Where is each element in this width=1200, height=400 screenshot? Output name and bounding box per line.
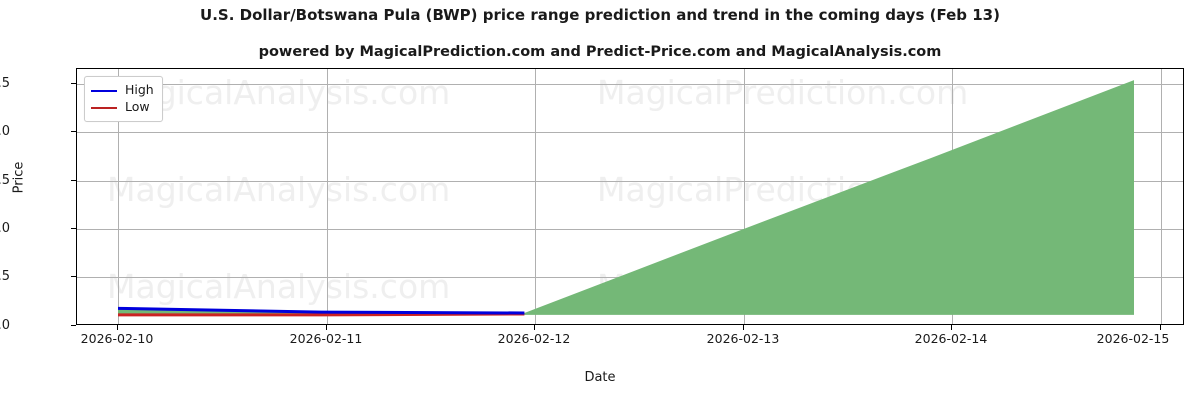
range-band-area bbox=[118, 80, 1134, 315]
low-price-line bbox=[118, 312, 525, 317]
legend-label-high: High bbox=[125, 82, 154, 98]
x-tick-mark bbox=[534, 325, 535, 330]
x-axis-label: Date bbox=[584, 370, 616, 385]
x-tick-mark bbox=[1160, 325, 1161, 330]
chart-title: U.S. Dollar/Botswana Pula (BWP) price ra… bbox=[200, 6, 1000, 24]
x-tick-label: 2026-02-13 bbox=[706, 331, 780, 346]
x-tick-label: 2026-02-15 bbox=[1096, 331, 1170, 346]
y-tick-mark bbox=[71, 228, 76, 229]
legend-label-low: Low bbox=[125, 99, 150, 115]
x-tick-mark bbox=[743, 325, 744, 330]
legend-item-high: High bbox=[91, 82, 154, 99]
y-axis-label: Price bbox=[11, 161, 27, 194]
legend-swatch-high-icon bbox=[91, 89, 117, 92]
y-tick-mark bbox=[71, 325, 76, 326]
x-tick-mark bbox=[117, 325, 118, 330]
y-tick-label: 13.0 bbox=[0, 318, 10, 333]
y-tick-label: 14.5 bbox=[0, 173, 10, 188]
x-tick-label: 2026-02-10 bbox=[80, 331, 154, 346]
x-tick-mark bbox=[951, 325, 952, 330]
x-tick-label: 2026-02-14 bbox=[914, 331, 988, 346]
y-tick-label: 14.0 bbox=[0, 221, 10, 236]
high-price-line bbox=[117, 306, 525, 315]
y-tick-mark bbox=[71, 180, 76, 181]
y-tick-label: 15.5 bbox=[0, 76, 10, 91]
x-tick-label: 2026-02-11 bbox=[289, 331, 363, 346]
y-tick-label: 15.0 bbox=[0, 124, 10, 139]
legend-item-low: Low bbox=[91, 99, 154, 116]
y-tick-label: 13.5 bbox=[0, 269, 10, 284]
data-layer bbox=[77, 69, 1183, 324]
y-tick-mark bbox=[71, 131, 76, 132]
plot-area: MagicalAnalysis.com MagicalPrediction.co… bbox=[76, 68, 1184, 325]
x-tick-label: 2026-02-12 bbox=[497, 331, 571, 346]
chart-legend[interactable]: High Low bbox=[84, 76, 163, 122]
y-tick-mark bbox=[71, 83, 76, 84]
chart-subtitle: powered by MagicalPrediction.com and Pre… bbox=[258, 44, 942, 60]
legend-swatch-low-icon bbox=[91, 106, 117, 109]
x-tick-mark bbox=[326, 325, 327, 330]
series-svg bbox=[117, 80, 1134, 317]
y-tick-mark bbox=[71, 276, 76, 277]
